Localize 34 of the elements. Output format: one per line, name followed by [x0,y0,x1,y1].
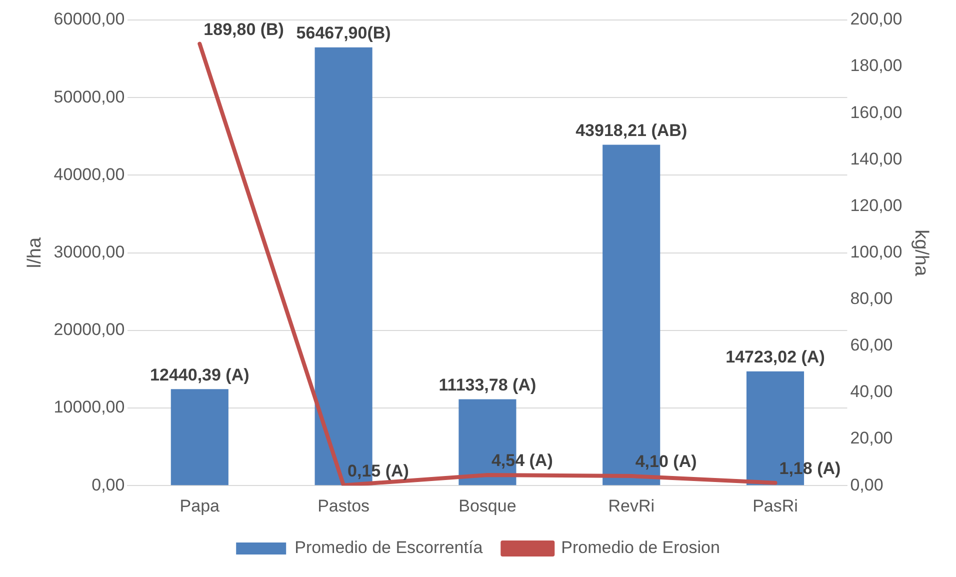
y2-tick-label: 40,00 [850,382,893,402]
y-axis-title: l/ha [24,237,46,268]
y2-tick-label: 140,00 [850,149,902,168]
y2-tick-label: 120,00 [850,196,902,215]
data-label: 12440,39 (A) [150,365,250,384]
x-tick-label: PasRi [752,496,798,516]
bar [170,389,228,486]
y-tick-label: 60000,00 [54,10,125,29]
y2-tick-label: 60,00 [850,336,893,355]
y-tick-label: 20000,00 [54,320,125,340]
y2-tick-label: 0,00 [850,475,884,494]
x-tick-label: Bosque [458,496,516,516]
y-tick-label: 10000,00 [54,398,125,417]
data-label: 11133,78 (A) [438,375,536,394]
y2-tick-label: 80,00 [850,289,893,308]
x-tick-label: RevRi [608,496,655,516]
data-label: 189,80 (B) [204,20,284,39]
y2-tick-label: 160,00 [850,102,902,122]
y2-tick-label: 200,00 [850,10,902,29]
legend-label: Promedio de Erosion [561,538,720,558]
y2-axis-title: kg/ha [910,230,932,276]
x-tick-label: Pastos [318,496,370,516]
data-label: 43918,21 (AB) [576,120,688,140]
legend-label: Promedio de Escorrentía [294,538,484,558]
data-label: 14723,02 (A) [726,348,825,367]
y2-tick-label: 180,00 [850,56,902,76]
y-tick-label: 50000,00 [54,87,125,106]
y-tick-label: 30000,00 [54,242,125,262]
y-tick-label: 40000,00 [54,164,125,184]
y2-tick-label: 100,00 [850,242,902,262]
data-label: 56467,90(B) [296,24,391,43]
y-tick-label: 0,00 [92,475,125,494]
y2-tick-label: 20,00 [850,428,893,448]
x-tick-label: Papa [180,496,220,516]
